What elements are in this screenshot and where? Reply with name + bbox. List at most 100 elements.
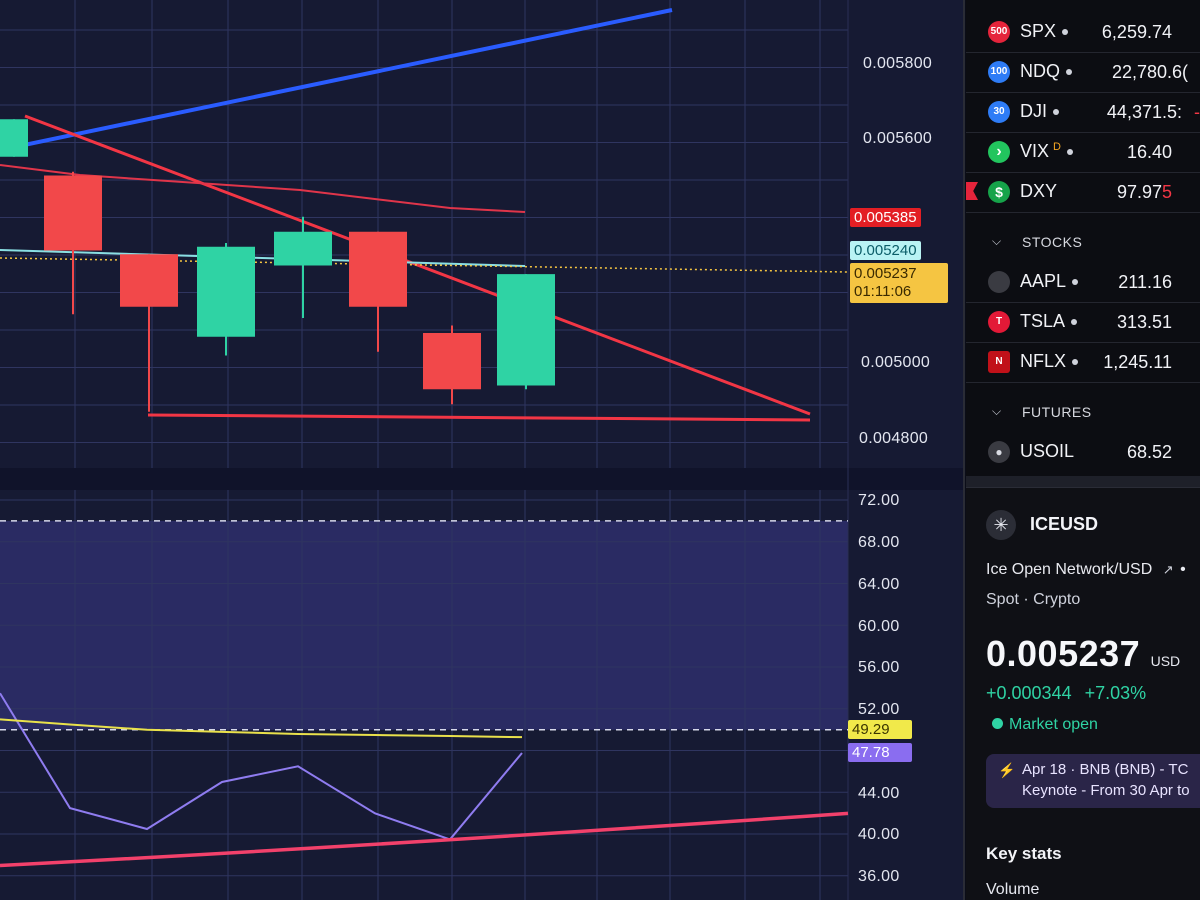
rsi-trendline	[0, 811, 849, 868]
event-line-1: Apr 18 · BNB (BNB) - TC	[1022, 761, 1189, 778]
watchlist-row-tsla[interactable]: T TSLA 313.51	[966, 302, 1200, 343]
rsi-line	[0, 692, 523, 841]
moving-average-red	[0, 164, 526, 213]
chevron-down-icon: ⌵	[992, 404, 1002, 418]
price-currency: USD	[1150, 653, 1181, 669]
candle-body	[197, 246, 255, 337]
watchlist-symbol: USOIL	[1020, 441, 1075, 461]
watchlist-price: 211.16	[1118, 272, 1172, 292]
watchlist-symbol: TSLA	[1020, 311, 1078, 332]
dollar-icon: $	[988, 181, 1010, 203]
index-500-icon: 500	[988, 21, 1010, 43]
price-tick: 0.005600	[863, 130, 933, 147]
rsi-tick: 60.00	[858, 618, 900, 635]
watchlist-row-nflx[interactable]: N NFLX 1,245.11	[966, 342, 1200, 383]
watchlist-price: 44,371.5:	[1106, 102, 1182, 122]
panel-resize-handle[interactable]	[966, 476, 1200, 487]
chart-area[interactable]: 0.005800 0.005600 0.005000 0.004800 0.00…	[0, 0, 965, 900]
rsi-ma-line	[0, 718, 523, 739]
trendline-blue	[0, 8, 673, 152]
rsi-tick: 44.00	[858, 785, 900, 802]
detail-change: +0.000344 +7.03%	[986, 683, 1146, 704]
price-main: 97.97	[1116, 182, 1162, 202]
rsi-tick: 68.00	[858, 534, 900, 551]
symbol-fullname[interactable]: Ice Open Network/USD ↗ •	[986, 561, 1186, 579]
status-dot	[1072, 359, 1079, 366]
status-dot	[1066, 69, 1072, 76]
candle-body	[274, 231, 332, 266]
symbol-text: DJI	[1020, 101, 1047, 121]
tesla-icon: T	[988, 311, 1010, 333]
status-dot	[1053, 109, 1059, 116]
trendline-descending	[24, 114, 811, 416]
last-price-tag: 0.005237 01:11:06	[850, 263, 948, 303]
pane-separator	[0, 468, 965, 490]
watchlist-symbol: NDQ	[1020, 61, 1072, 82]
price-tick: 0.005800	[863, 55, 933, 72]
lightning-icon: ⚡	[998, 762, 1016, 778]
watchlist-change: -2	[1193, 102, 1200, 122]
rsi-tick: 56.00	[858, 659, 900, 676]
status-dot	[1071, 319, 1078, 326]
section-header-futures[interactable]: ⌵ FUTURES	[966, 392, 1200, 432]
status-dot-icon	[992, 718, 1003, 729]
sparkle-logo-icon: ✳	[986, 510, 1016, 540]
index-30-icon: 30	[988, 101, 1010, 123]
key-stats-heading: Key stats	[986, 844, 1062, 863]
watchlist-symbol: SPX	[1020, 21, 1069, 42]
symbol-text: VIX	[1020, 141, 1050, 161]
watchlist-symbol: DXY	[1020, 181, 1058, 201]
section-header-stocks[interactable]: ⌵ STOCKS	[966, 222, 1200, 262]
detail-price: 0.005237 USD	[986, 633, 1180, 675]
netflix-icon: N	[988, 351, 1010, 373]
watchlist-panel[interactable]: 500 SPX 6,259.74 - 100 NDQ 22,780.6( 30 …	[966, 0, 1200, 478]
index-100-icon: 100	[988, 61, 1010, 83]
watchlist-row-dji[interactable]: 30 DJI 44,371.5: -2	[966, 92, 1200, 133]
section-label: FUTURES	[1022, 404, 1092, 420]
chevron-down-icon: ⌵	[992, 234, 1002, 248]
watchlist-price: 22,780.6(	[1111, 62, 1188, 82]
symbol-text: NDQ	[1020, 61, 1060, 81]
watchlist-row-dxy[interactable]: $ DXY 97.975	[966, 172, 1200, 213]
symbol-text: AAPL	[1020, 271, 1067, 291]
market-status: Market open	[992, 716, 1098, 734]
price-tick: 0.005000	[861, 354, 931, 371]
price-value: 0.005237	[986, 633, 1141, 674]
chevron-right-icon: ›	[988, 141, 1010, 163]
bar-countdown: 01:11:06	[854, 283, 912, 300]
candle-body	[0, 119, 28, 157]
candle-body	[349, 231, 407, 307]
symbol-text: SPX	[1020, 21, 1057, 41]
chart-canvas[interactable]	[0, 0, 965, 900]
symbol-tags: Spot · Crypto	[986, 591, 1081, 608]
watchlist-row-aapl[interactable]: AAPL 211.16	[966, 262, 1200, 303]
volume-label: Volume	[986, 881, 1040, 898]
candle-body	[497, 274, 555, 386]
rsi-value-tag: 47.78	[848, 743, 912, 762]
rsi-tick: 64.00	[858, 576, 900, 593]
watchlist-row-vix[interactable]: › VIX D 16.40	[966, 132, 1200, 173]
rsi-ma-tag: 49.29	[848, 720, 912, 739]
event-line-2: Keynote - From 30 Apr to	[1022, 782, 1190, 799]
price-tail: 5	[1161, 182, 1172, 202]
watchlist-row-spx[interactable]: 500 SPX 6,259.74 -	[966, 12, 1200, 53]
symbol-ticker: ICEUSD	[1030, 514, 1099, 534]
external-link-icon: ↗	[1162, 562, 1174, 577]
symbol-detail-panel: ✳ ICEUSD Ice Open Network/USD ↗ • Spot ·…	[966, 487, 1200, 900]
candle-body	[423, 333, 481, 390]
price-tick: 0.004800	[859, 430, 929, 447]
watchlist-row-usoil[interactable]: ● USOIL 68.52	[966, 432, 1200, 472]
last-price-value: 0.005237	[854, 265, 917, 282]
support-line	[147, 413, 811, 422]
symbol-header[interactable]: ✳ ICEUSD	[986, 508, 1196, 540]
watchlist-price: 6,259.74	[1101, 22, 1172, 42]
watchlist-symbol: NFLX	[1020, 351, 1079, 372]
symbol-text: NFLX	[1020, 351, 1067, 371]
status-text: Market open	[1009, 716, 1098, 733]
event-card[interactable]: ⚡ Apr 18 · BNB (BNB) - TC Keynote - From…	[986, 754, 1200, 808]
symbol-text: TSLA	[1020, 311, 1066, 331]
watchlist-row-ndq[interactable]: 100 NDQ 22,780.6(	[966, 52, 1200, 93]
watchlist-price: 68.52	[1126, 442, 1172, 462]
moving-average-cyan	[0, 249, 526, 267]
apple-icon	[988, 271, 1010, 293]
